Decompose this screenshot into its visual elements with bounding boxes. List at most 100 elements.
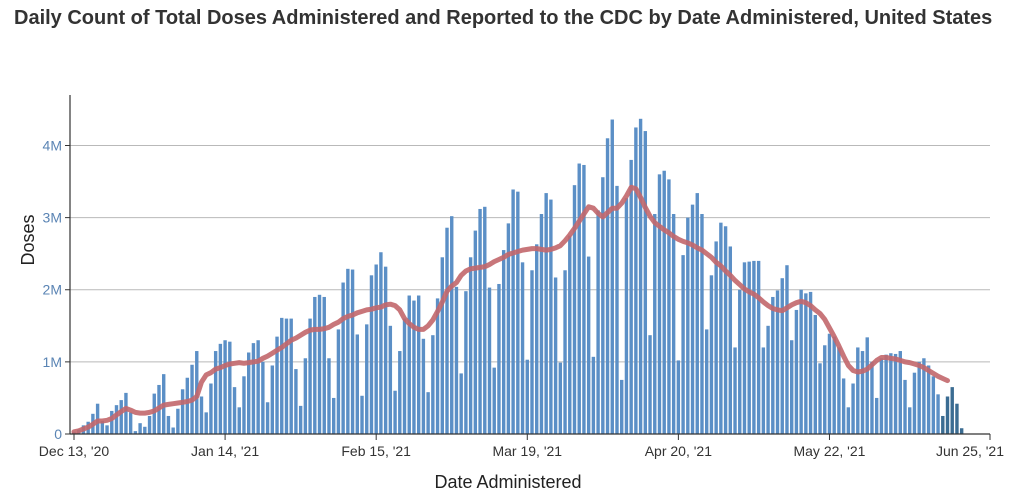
bar-98 — [535, 244, 539, 434]
x-axis-label: Date Administered — [434, 472, 581, 492]
bar-86 — [478, 208, 482, 434]
bar-56 — [336, 329, 341, 434]
x-tick-0: Dec 13, '20 — [39, 443, 110, 459]
bar-36 — [242, 376, 246, 434]
bar-163 — [841, 378, 846, 434]
bar-15 — [143, 426, 147, 434]
bar-162 — [837, 347, 841, 434]
bar-22 — [176, 408, 180, 434]
bar-177 — [908, 407, 912, 434]
y-axis-label: Doses — [18, 214, 38, 265]
bar-21 — [171, 427, 175, 434]
bar-152 — [789, 340, 794, 434]
bar-156 — [808, 291, 813, 434]
bar-52 — [317, 294, 322, 434]
bar-128 — [676, 360, 681, 434]
bar-12 — [128, 412, 133, 434]
bar-51 — [313, 296, 317, 434]
bar-108 — [582, 164, 586, 434]
bar-183 — [936, 394, 940, 434]
bar-96 — [525, 359, 529, 434]
bar-129 — [681, 255, 685, 434]
bar-112 — [601, 177, 605, 434]
bar-103 — [558, 362, 563, 434]
y-tick-4: 4M — [43, 137, 62, 153]
bar-9 — [114, 405, 119, 434]
bar-102 — [553, 277, 558, 434]
bar-41 — [265, 402, 270, 434]
bar-104 — [563, 270, 567, 434]
bar-186 — [950, 387, 954, 434]
bar-30 — [213, 351, 218, 434]
bar-131 — [690, 204, 695, 434]
bar-65 — [379, 252, 383, 434]
bar-17 — [152, 393, 156, 434]
moving-average — [71, 184, 950, 435]
bar-74 — [421, 338, 426, 434]
bar-109 — [586, 256, 591, 434]
bar-184 — [941, 415, 945, 434]
x-tick-1: Jan 14, '21 — [191, 443, 259, 459]
bar-155 — [804, 293, 808, 434]
bar-134 — [705, 329, 709, 434]
bar-122 — [648, 335, 652, 434]
bar-123 — [653, 214, 657, 434]
bar-126 — [667, 179, 671, 434]
x-tick-5: May 22, '21 — [793, 443, 865, 459]
bar-93 — [511, 189, 515, 434]
bar-135 — [709, 275, 714, 434]
bar-167 — [860, 351, 865, 434]
bar-124 — [657, 174, 662, 434]
bar-94 — [516, 191, 520, 434]
bar-111 — [596, 210, 600, 434]
bar-37 — [247, 352, 251, 434]
bar-88 — [487, 287, 492, 434]
bar-69 — [398, 351, 402, 434]
bar-53 — [322, 296, 326, 434]
bar-169 — [870, 361, 874, 434]
bar-81 — [454, 286, 459, 434]
bar-139 — [728, 246, 733, 434]
bar-27 — [199, 396, 204, 434]
bar-142 — [742, 262, 747, 434]
y-tick-2: 2M — [43, 282, 62, 298]
bar-119 — [634, 127, 638, 434]
bar-165 — [851, 383, 855, 434]
bar-16 — [147, 415, 152, 434]
bar-92 — [506, 223, 511, 434]
bar-72 — [412, 300, 416, 434]
bar-76 — [431, 335, 435, 434]
bar-180 — [922, 358, 926, 434]
bar-114 — [610, 119, 614, 434]
bar-50 — [308, 318, 312, 434]
bar-137 — [719, 222, 723, 434]
bar-106 — [572, 185, 577, 434]
bar-6 — [100, 421, 105, 434]
bar-84 — [468, 257, 473, 434]
bar-85 — [473, 230, 478, 434]
bar-148 — [771, 296, 775, 434]
bar-82 — [459, 373, 463, 434]
bar-179 — [917, 361, 921, 434]
bar-40 — [261, 361, 265, 434]
bar-77 — [435, 298, 440, 434]
bar-75 — [426, 392, 430, 434]
bar-29 — [209, 383, 213, 434]
bar-57 — [341, 282, 345, 434]
x-tick-4: Apr 20, '21 — [645, 443, 712, 459]
bar-23 — [180, 389, 185, 434]
bar-188 — [959, 428, 964, 434]
bar-178 — [912, 372, 917, 434]
bar-141 — [738, 289, 742, 434]
bar-158 — [818, 363, 822, 434]
bar-71 — [407, 295, 411, 434]
bar-130 — [686, 217, 690, 434]
bar-43 — [275, 336, 279, 434]
bar-175 — [898, 351, 902, 434]
bar-55 — [331, 397, 336, 434]
bar-91 — [501, 250, 506, 434]
bar-170 — [874, 397, 879, 434]
y-tick-0: 0 — [54, 426, 62, 442]
bar-161 — [832, 336, 836, 434]
bar-48 — [298, 405, 303, 434]
